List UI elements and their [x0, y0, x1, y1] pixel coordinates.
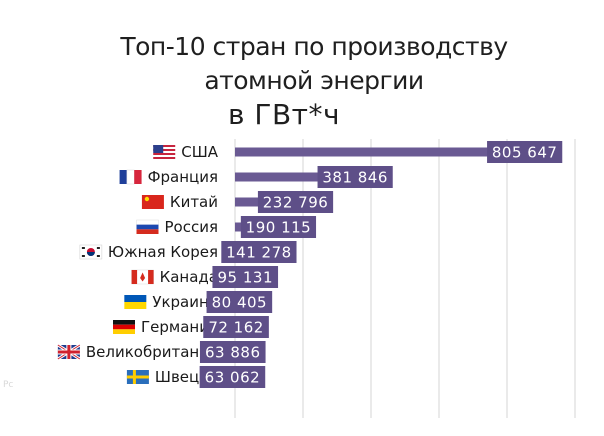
value-label-box [199, 366, 266, 388]
bar-row: Россия 190 115 [136, 216, 317, 238]
germany-flag-icon [113, 320, 135, 334]
category-label: Франция [148, 168, 218, 186]
ukraine-flag-icon [124, 295, 147, 309]
value-label: 190 115 [246, 219, 312, 237]
value-label: 63 062 [205, 369, 261, 387]
bar-row: Китай 232 796 [141, 191, 334, 213]
value-label: 72 162 [208, 319, 264, 337]
value-label: 232 796 [263, 194, 329, 212]
value-label-box [212, 266, 279, 288]
value-label-box [203, 316, 269, 338]
value-label-box [487, 141, 563, 163]
value-label-box [317, 166, 393, 188]
category-label: Германия [141, 318, 218, 336]
category-label: Канада [160, 268, 218, 286]
value-label: 805 647 [492, 144, 558, 162]
value-label-box [257, 191, 334, 213]
chart-title-line-3: в ГВт*ч [227, 98, 341, 131]
us-flag-icon [153, 145, 176, 159]
watermark: Рс [3, 380, 14, 390]
category-label: Украина [152, 293, 218, 311]
china-flag-icon [141, 195, 164, 209]
value-label: 95 131 [218, 269, 274, 287]
category-label: Великобритания [86, 343, 218, 361]
category-label: США [181, 143, 219, 161]
bar [235, 147, 558, 157]
value-label-box [240, 216, 317, 238]
category-label: Китай [170, 193, 218, 211]
value-label: 381 846 [322, 169, 388, 187]
bar-row: Канада 95 131 [131, 266, 279, 288]
value-label: 141 278 [226, 244, 292, 262]
bar [235, 172, 388, 182]
category-label: Россия [165, 218, 219, 236]
chart-title-line-1: Топ-10 стран по производству [120, 32, 508, 61]
bar-row: Южная Корея 141 278 [79, 241, 297, 263]
russia-flag-icon [136, 219, 159, 234]
bar-row: США 805 647 [153, 141, 563, 163]
value-label-box [206, 291, 273, 313]
france-flag-icon [119, 169, 142, 185]
south-korea-flag-icon [79, 244, 103, 260]
value-label-box [221, 241, 297, 263]
sweden-flag-icon [126, 370, 149, 384]
chart-title-line-2: атомной энергии [204, 66, 424, 95]
category-label: Южная Корея [108, 243, 218, 261]
bar-row: Франция 381 846 [119, 166, 393, 188]
value-label: 63 886 [205, 344, 261, 362]
value-label: 80 405 [212, 294, 268, 312]
canada-flag-icon [131, 269, 154, 285]
value-label-box [199, 341, 266, 363]
uk-flag-icon [57, 343, 81, 361]
